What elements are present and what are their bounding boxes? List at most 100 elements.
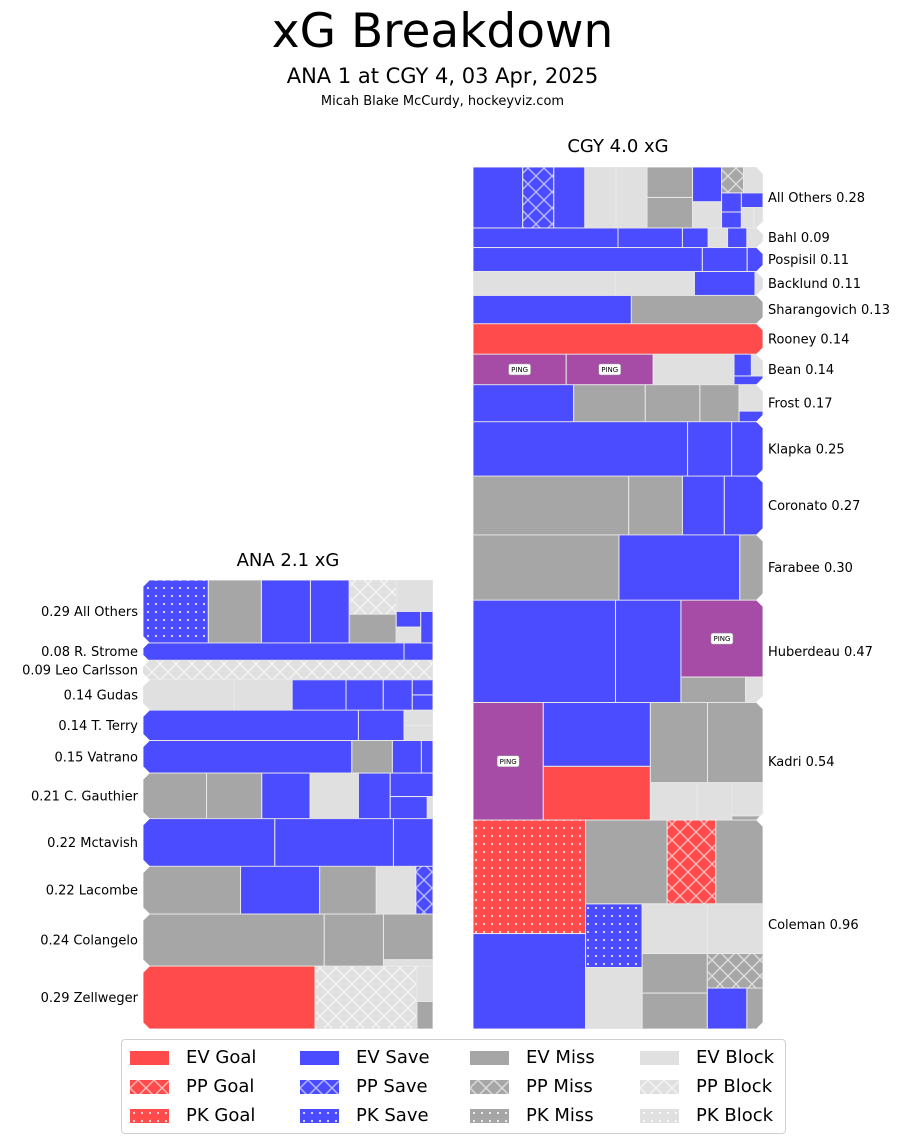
shot-tile-ev-miss bbox=[206, 773, 263, 819]
legend-swatch bbox=[470, 1080, 509, 1094]
shot-tile-ev-block bbox=[738, 384, 763, 412]
legend-swatch bbox=[130, 1080, 169, 1094]
player-label: Coronato 0.27 bbox=[768, 499, 860, 514]
player-label: 0.15 Vatrano bbox=[54, 750, 138, 765]
shot-tile-ev-block bbox=[375, 866, 417, 915]
player-label: Sharangovich 0.13 bbox=[768, 303, 890, 318]
shot-tile-ev-block bbox=[692, 201, 723, 228]
shot-tile-ev-block bbox=[740, 207, 755, 228]
legend-swatch bbox=[470, 1051, 509, 1065]
shot-tile-ev-save bbox=[473, 933, 587, 1029]
shot-tile-pp-block bbox=[143, 660, 433, 680]
legend-item-pp-save: PP Save bbox=[300, 1073, 428, 1101]
shot-tile-ev-block bbox=[416, 966, 433, 1002]
player-band-c-gauthier: 0.21 C. Gauthier bbox=[31, 773, 433, 819]
shot-tile-ev-save bbox=[617, 227, 683, 248]
player-band-coronato: Coronato 0.27 bbox=[473, 476, 860, 535]
shot-tile-pp-block bbox=[314, 966, 418, 1029]
player-label: 0.21 C. Gauthier bbox=[31, 789, 139, 804]
shot-tile-ev-miss bbox=[699, 384, 740, 422]
shot-tile-pp-save bbox=[415, 866, 433, 915]
player-band-zellweger: 0.29 Zellweger bbox=[41, 966, 433, 1029]
shot-tile-ev-miss bbox=[473, 534, 620, 601]
shot-tile-ev-save bbox=[411, 679, 433, 696]
legend-item-pp-miss: PP Miss bbox=[470, 1073, 593, 1101]
shot-tile-ev-block bbox=[754, 271, 763, 296]
shot-tile-ev-block bbox=[395, 580, 433, 612]
shot-tile-ev-miss bbox=[715, 820, 763, 905]
shot-tile-ev-block bbox=[753, 207, 763, 228]
shot-tile-ev-save bbox=[473, 247, 703, 272]
shot-tile-ev-block bbox=[382, 959, 433, 967]
legend-item-pp-goal: PP Goal bbox=[130, 1073, 254, 1101]
legend-label: EV Miss bbox=[526, 1047, 595, 1068]
shot-tile-ev-block bbox=[746, 227, 763, 248]
shot-tile-ev-miss bbox=[649, 702, 709, 784]
legend-item-ev-miss: EV Miss bbox=[470, 1044, 595, 1072]
shot-tile-ev-save bbox=[473, 384, 575, 422]
shot-tile-ev-save bbox=[357, 773, 391, 819]
legend-label: PK Block bbox=[696, 1105, 774, 1126]
shot-tile-ev-block bbox=[395, 626, 422, 643]
ping-label: PING bbox=[508, 363, 531, 376]
shot-tile-ev-miss bbox=[143, 773, 208, 819]
player-band-vatrano: 0.15 Vatrano bbox=[54, 740, 433, 774]
player-band-leo-carlsson: 0.09 Leo Carlsson bbox=[22, 660, 433, 680]
shot-tile-ev-save bbox=[706, 987, 748, 1029]
shot-tile-ev-block bbox=[143, 679, 235, 711]
shot-tile-ev-save bbox=[473, 167, 524, 228]
shot-tile-ev-block bbox=[403, 710, 433, 726]
shot-tile-ev-save bbox=[681, 227, 709, 248]
shot-tile-ev-save bbox=[260, 580, 311, 643]
player-band-all-others: 0.29 All Others bbox=[41, 580, 433, 643]
legend-item-pp-block: PP Block bbox=[640, 1073, 772, 1101]
legend-swatch bbox=[470, 1109, 509, 1123]
shot-tile-ev-miss bbox=[143, 914, 325, 967]
shot-tile-pk-goal bbox=[473, 820, 587, 935]
cgy-panel-title: CGY 4.0 xG bbox=[567, 136, 669, 157]
shot-tile-ev-save bbox=[738, 410, 763, 422]
shot-tile-ev-save bbox=[143, 740, 353, 774]
shot-tile-ev-save bbox=[746, 247, 763, 272]
shot-tile-ev-block bbox=[750, 354, 763, 377]
shot-tile-ev-save bbox=[692, 167, 723, 203]
shot-tile-ev-save bbox=[240, 866, 321, 915]
player-label: Pospisil 0.11 bbox=[768, 253, 849, 268]
legend-swatch bbox=[130, 1109, 169, 1123]
shot-tile-ev-block bbox=[745, 676, 763, 703]
player-band-pospisil: Pospisil 0.11 bbox=[473, 247, 849, 272]
shot-tile-ev-save bbox=[392, 818, 433, 867]
player-band-bean: PING PING Bean 0.14 bbox=[473, 354, 834, 385]
player-band-colangelo: 0.24 Colangelo bbox=[40, 914, 433, 967]
shot-tile-pk-save bbox=[585, 903, 643, 969]
player-band-farabee: Farabee 0.30 bbox=[473, 534, 853, 601]
shot-tile-ev-block bbox=[584, 167, 617, 228]
player-label: Frost 0.17 bbox=[768, 397, 833, 412]
shot-tile-ev-miss bbox=[351, 740, 393, 774]
legend-label: PP Goal bbox=[186, 1076, 255, 1097]
ping-label-text: PING bbox=[601, 366, 618, 374]
ana-panel-title: ANA 2.1 xG bbox=[236, 550, 340, 571]
ping-label: PING bbox=[598, 363, 621, 376]
shot-tile-ev-save bbox=[143, 642, 405, 661]
shot-tile-ev-block bbox=[473, 271, 616, 296]
shot-tile-pp-save bbox=[522, 167, 555, 228]
player-band-r-strome: 0.08 R. Strome bbox=[41, 642, 433, 661]
legend-label: EV Goal bbox=[186, 1047, 257, 1068]
shot-tile-ev-save bbox=[681, 476, 725, 535]
shot-tile-ev-save bbox=[733, 354, 752, 377]
shot-tile-ev-save bbox=[542, 702, 651, 767]
shot-tile-ev-save bbox=[291, 679, 347, 711]
ping-label-text: PING bbox=[713, 635, 730, 643]
player-band-coleman: Coleman 0.96 bbox=[473, 820, 859, 1029]
shot-tile-ev-block bbox=[649, 782, 698, 821]
shot-tile-ev-miss bbox=[143, 866, 242, 915]
shot-tile-ev-goal bbox=[473, 323, 763, 355]
legend-label: PK Miss bbox=[526, 1105, 594, 1126]
player-band-all-others: All Others 0.28 bbox=[473, 167, 865, 228]
shot-tile-ev-miss bbox=[739, 534, 763, 601]
player-label: Bean 0.14 bbox=[768, 363, 834, 378]
shot-tile-ev-save bbox=[615, 600, 682, 703]
shot-tile-ev-miss bbox=[473, 476, 630, 535]
